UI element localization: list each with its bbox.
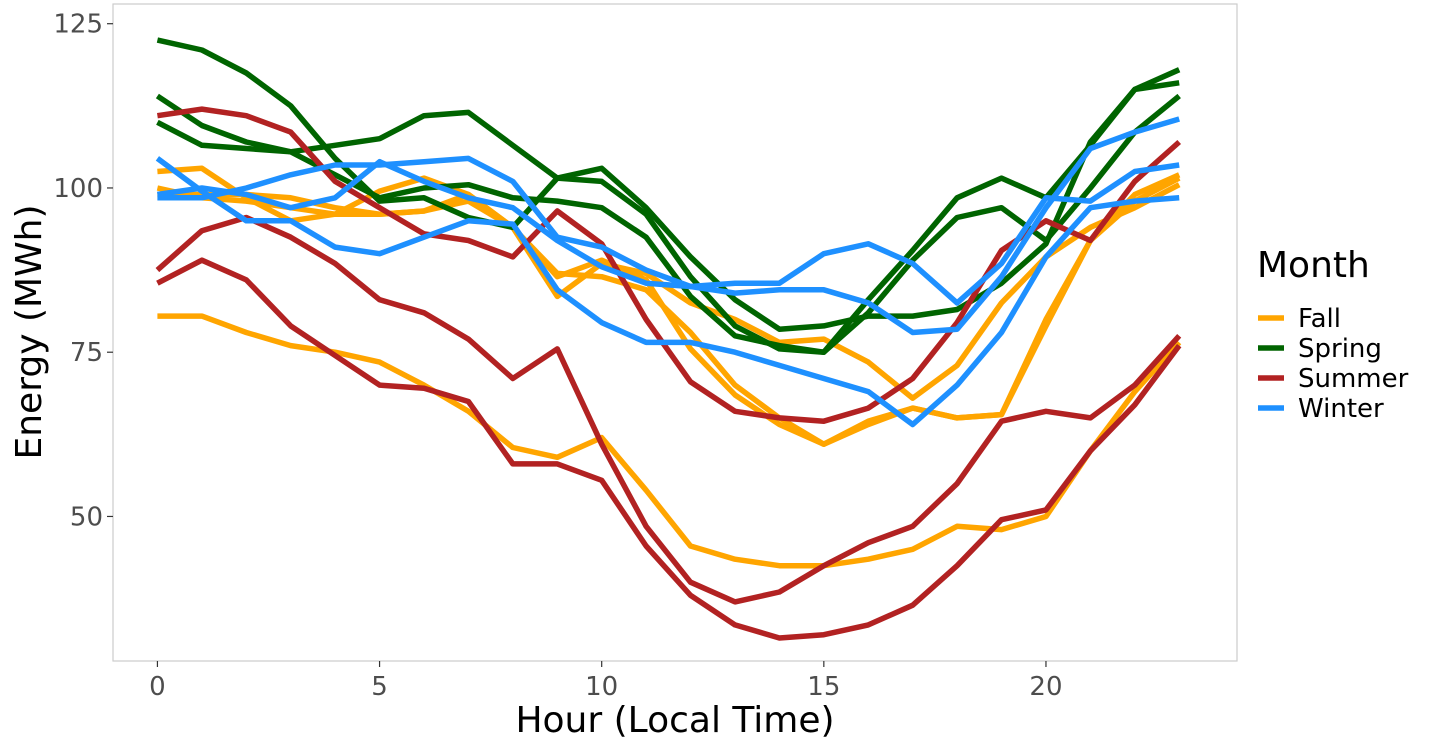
series-line-summer: [156, 106, 1182, 424]
y-tick-label: 125: [53, 10, 103, 40]
y-tick-label: 75: [70, 338, 103, 368]
x-axis-title: Hour (Local Time): [515, 700, 834, 741]
x-tick-label: 20: [1029, 672, 1062, 702]
y-axis: 50 75 100 125: [53, 10, 113, 532]
x-axis: 0 5 10 15 20: [149, 661, 1063, 702]
x-tick-label: 0: [149, 672, 166, 702]
series-line-winter: [157, 158, 1180, 306]
series-line-winter: [155, 156, 1180, 428]
legend-label-summer: Summer: [1298, 364, 1409, 394]
series-layer: [155, 37, 1182, 641]
series-line-winter: [157, 116, 1180, 336]
series-line-fall: [157, 175, 1181, 447]
series-line-spring: [156, 37, 1180, 332]
legend-label-fall: Fall: [1298, 304, 1341, 334]
series-line-summer: [155, 214, 1182, 605]
series-line-summer: [156, 257, 1182, 641]
x-tick-label: 10: [585, 672, 618, 702]
legend-label-winter: Winter: [1298, 394, 1384, 424]
series-line-spring: [155, 67, 1181, 355]
x-tick-label: 5: [371, 672, 388, 702]
x-tick-label: 15: [807, 672, 840, 702]
y-tick-label: 100: [53, 174, 103, 204]
y-tick-label: 50: [70, 502, 103, 532]
legend-label-spring: Spring: [1298, 334, 1382, 364]
y-axis-title: Energy (MWh): [9, 204, 50, 459]
legend-title: Month: [1257, 245, 1370, 286]
